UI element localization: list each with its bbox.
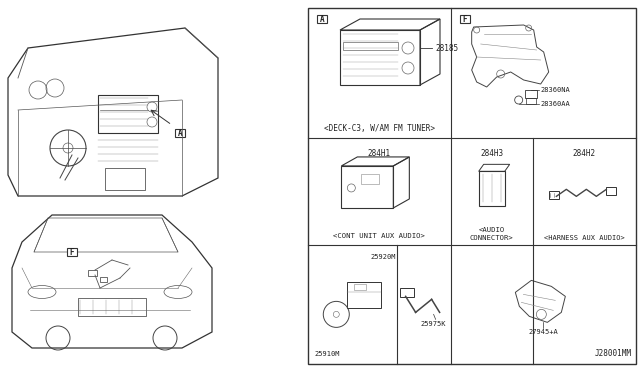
Text: A: A — [178, 128, 182, 138]
Bar — [175, 129, 185, 137]
Bar — [98, 95, 158, 133]
Text: 25910M: 25910M — [314, 351, 340, 357]
Bar — [348, 282, 381, 308]
Text: F: F — [462, 15, 467, 23]
Text: 284H1: 284H1 — [368, 150, 391, 158]
Text: 28185: 28185 — [435, 44, 458, 52]
Text: <CONT UNIT AUX AUDIO>: <CONT UNIT AUX AUDIO> — [333, 233, 425, 239]
Text: <HARNESS AUX AUDIO>: <HARNESS AUX AUDIO> — [544, 235, 625, 241]
Bar — [341, 166, 394, 208]
Bar — [525, 90, 537, 98]
Text: 25975K: 25975K — [421, 321, 446, 327]
Bar — [460, 15, 470, 23]
Bar — [340, 30, 420, 85]
Bar — [399, 288, 413, 297]
Bar — [343, 42, 398, 50]
Bar — [355, 284, 366, 291]
Bar — [67, 248, 77, 256]
Bar — [88, 270, 97, 276]
Text: 27945+A: 27945+A — [529, 329, 558, 336]
Bar — [105, 168, 145, 190]
Text: 284H2: 284H2 — [573, 150, 596, 158]
Bar — [549, 191, 559, 199]
Text: J28001MM: J28001MM — [595, 349, 632, 358]
Bar — [308, 8, 636, 364]
Bar — [100, 277, 107, 282]
Text: <DECK-C3, W/AM FM TUNER>: <DECK-C3, W/AM FM TUNER> — [324, 125, 435, 134]
Text: 28360AA: 28360AA — [541, 101, 570, 107]
Text: A: A — [320, 15, 324, 23]
Bar — [606, 187, 616, 195]
Text: 28360NA: 28360NA — [541, 87, 570, 93]
Bar — [317, 15, 327, 23]
Text: F: F — [70, 247, 74, 257]
Bar — [78, 298, 146, 316]
Bar — [525, 98, 536, 104]
Bar — [362, 174, 380, 184]
Text: <AUDIO: <AUDIO — [479, 227, 505, 233]
Text: 25920M: 25920M — [371, 254, 396, 260]
Text: CONNECTOR>: CONNECTOR> — [470, 235, 513, 241]
Bar — [479, 171, 505, 206]
Text: 284H3: 284H3 — [480, 150, 503, 158]
